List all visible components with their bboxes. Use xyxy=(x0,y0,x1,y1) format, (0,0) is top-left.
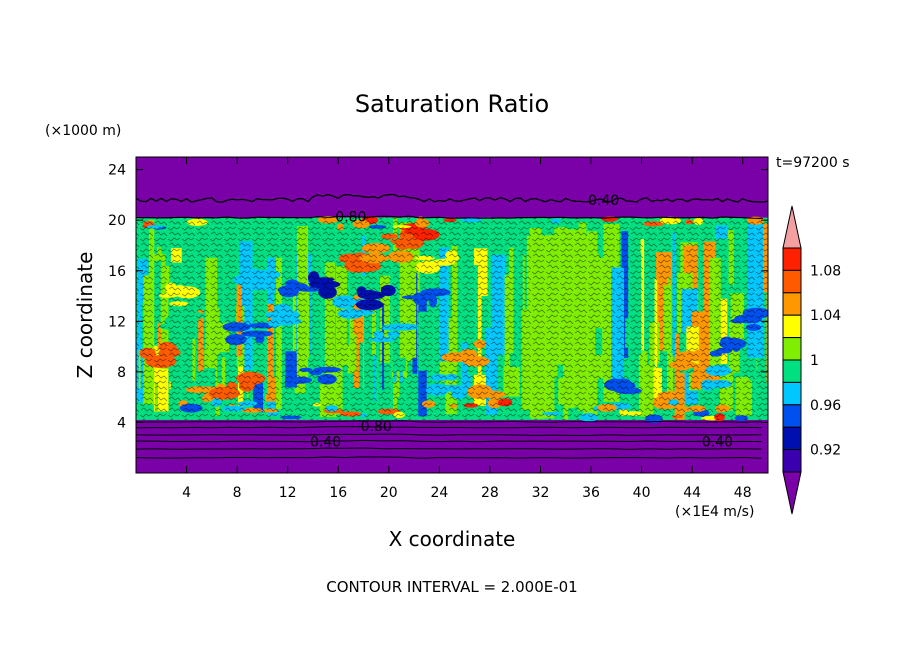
y-axis-title: Z coordinate xyxy=(73,252,97,379)
x-tick-label: 16 xyxy=(329,485,347,501)
contour-line xyxy=(136,215,763,219)
x-tick-label: 20 xyxy=(380,485,398,501)
colorbar-tick-label: 1.04 xyxy=(810,308,841,324)
contour-label: 0.80 xyxy=(335,209,366,225)
y-axis: 4 8 12 16 20 24 xyxy=(108,163,768,431)
colorbar-swatch xyxy=(782,359,802,383)
y-units-label: (×1000 m) xyxy=(45,123,121,139)
colorbar-arrow-bottom xyxy=(782,471,802,515)
x-tick-label: 32 xyxy=(532,485,550,501)
colorbar-swatch xyxy=(782,404,802,428)
y-tick-label: 4 xyxy=(117,415,126,431)
contour-label: 0.40 xyxy=(588,193,619,209)
region-lower-dry-layer xyxy=(136,419,768,473)
y-tick-label: 8 xyxy=(117,365,126,381)
colorbar-tick-label: 0.92 xyxy=(810,443,841,459)
x-units-label: (×1E4 m/s) xyxy=(675,504,754,520)
x-tick-label: 48 xyxy=(734,485,752,501)
contour-line xyxy=(136,420,762,423)
contour-label: 0.40 xyxy=(310,434,341,450)
y-tick-label: 12 xyxy=(108,314,126,330)
time-label: t=97200 s xyxy=(776,155,850,171)
colorbar: 1.08 1.04 1 0.96 0.92 xyxy=(782,205,841,515)
contour-line xyxy=(136,447,762,450)
colorbar-swatch xyxy=(782,381,802,406)
x-tick-label: 36 xyxy=(582,485,600,501)
contour-interval-note: CONTOUR INTERVAL = 2.000E-01 xyxy=(326,578,577,596)
contour-texture xyxy=(136,217,768,420)
x-axis-title: X coordinate xyxy=(389,527,516,551)
contour-line xyxy=(136,426,762,429)
contour-labels: 0.40 0.80 0.40 0.80 0.40 xyxy=(310,193,733,450)
colorbar-swatch xyxy=(782,292,802,316)
x-tick-label: 40 xyxy=(633,485,651,501)
contour-line xyxy=(136,433,762,436)
x-tick-label: 12 xyxy=(279,485,297,501)
colorbar-swatch xyxy=(782,247,802,271)
x-tick-label: 44 xyxy=(683,485,701,501)
colorbar-swatch xyxy=(782,269,802,294)
x-tick-label: 4 xyxy=(182,485,191,501)
contour-line xyxy=(136,456,762,459)
x-axis: 4 8 12 16 20 24 28 32 36 40 44 48 xyxy=(182,157,752,501)
colorbar-tick-label: 0.96 xyxy=(810,398,841,414)
contour-label: 0.40 xyxy=(702,434,733,450)
colorbar-swatch xyxy=(782,449,802,473)
contour-line xyxy=(136,439,762,443)
x-tick-label: 24 xyxy=(430,485,448,501)
colorbar-swatch xyxy=(782,426,802,451)
contour-lines xyxy=(136,193,768,459)
chart-title: Saturation Ratio xyxy=(355,90,549,118)
contour-label: 0.80 xyxy=(361,419,392,435)
colorbar-tick-label: 1 xyxy=(810,353,819,369)
colorbar-arrow-top xyxy=(782,205,802,249)
x-tick-label: 28 xyxy=(481,485,499,501)
y-tick-label: 24 xyxy=(108,163,126,179)
region-upper-dry-layer xyxy=(136,157,768,218)
colorbar-swatch xyxy=(782,337,802,361)
colorbar-swatch xyxy=(782,314,802,339)
y-tick-label: 20 xyxy=(108,213,126,229)
x-tick-label: 8 xyxy=(233,485,242,501)
contour-line xyxy=(136,193,768,203)
y-tick-label: 16 xyxy=(108,264,126,280)
colorbar-tick-label: 1.08 xyxy=(810,263,841,279)
plot-area xyxy=(136,157,768,473)
plot-frame xyxy=(135,156,769,474)
saturation-field xyxy=(136,157,768,473)
